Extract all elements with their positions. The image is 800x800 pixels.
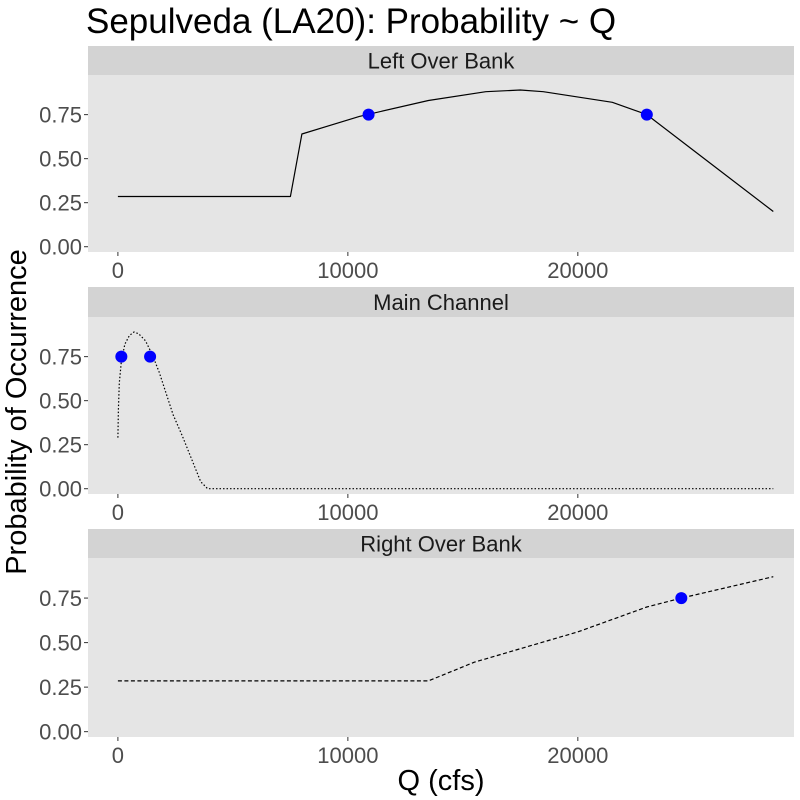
data-point xyxy=(115,350,128,363)
y-tick-label: 0.75 xyxy=(39,586,82,611)
y-tick-label: 0.00 xyxy=(39,477,82,502)
panel-background xyxy=(88,317,794,494)
facet-strip-label: Left Over Bank xyxy=(368,49,516,74)
chart-title: Sepulveda (LA20): Probability ~ Q xyxy=(86,2,616,41)
data-point xyxy=(362,108,375,121)
x-tick-label: 10000 xyxy=(317,258,378,283)
x-axis-title: Q (cfs) xyxy=(398,765,485,797)
y-axis-title: Probability of Occurrence xyxy=(1,249,33,575)
facet-panel: Main Channel 0.00 0.25 0.50 0.75 0 10000 20000 xyxy=(39,287,794,525)
y-tick-label: 0.00 xyxy=(39,720,82,745)
panel-background xyxy=(88,558,794,737)
x-tick-label: 10000 xyxy=(317,500,378,525)
x-tick-label: 0 xyxy=(112,743,124,768)
facet-strip xyxy=(88,46,794,75)
x-tick-label: 20000 xyxy=(547,258,608,283)
data-point xyxy=(675,592,688,605)
y-tick-label: 0.25 xyxy=(39,191,82,216)
data-point xyxy=(144,350,157,363)
facet-strip xyxy=(88,287,794,317)
facet-panel: Left Over Bank 0.00 0.25 0.50 0.75 0 10000 2000… xyxy=(39,46,794,283)
y-tick-label: 0.50 xyxy=(39,389,82,414)
data-point xyxy=(640,108,653,121)
facet-strip-label: Main Channel xyxy=(373,290,509,315)
facet-strip xyxy=(88,529,794,558)
facet-panels: Left Over Bank 0.00 0.25 0.50 0.75 0 10000 2000… xyxy=(39,46,794,768)
y-tick-label: 0.75 xyxy=(39,103,82,128)
series-line xyxy=(117,89,774,212)
panel-background xyxy=(88,75,794,252)
y-tick-label: 0.00 xyxy=(39,235,82,260)
facet-strip-label: Right Over Bank xyxy=(360,532,522,557)
x-tick-label: 20000 xyxy=(547,500,608,525)
y-tick-label: 0.25 xyxy=(39,675,82,700)
facet-panel: Right Over Bank 0.00 0.25 0.50 0.75 0 10000 200… xyxy=(39,529,794,768)
x-tick-label: 20000 xyxy=(547,743,608,768)
y-tick-label: 0.50 xyxy=(39,631,82,656)
x-tick-label: 0 xyxy=(112,258,124,283)
y-tick-label: 0.75 xyxy=(39,345,82,370)
series-line xyxy=(117,331,774,490)
x-tick-label: 0 xyxy=(112,500,124,525)
x-tick-label: 10000 xyxy=(317,743,378,768)
y-tick-label: 0.50 xyxy=(39,147,82,172)
y-tick-label: 0.25 xyxy=(39,433,82,458)
